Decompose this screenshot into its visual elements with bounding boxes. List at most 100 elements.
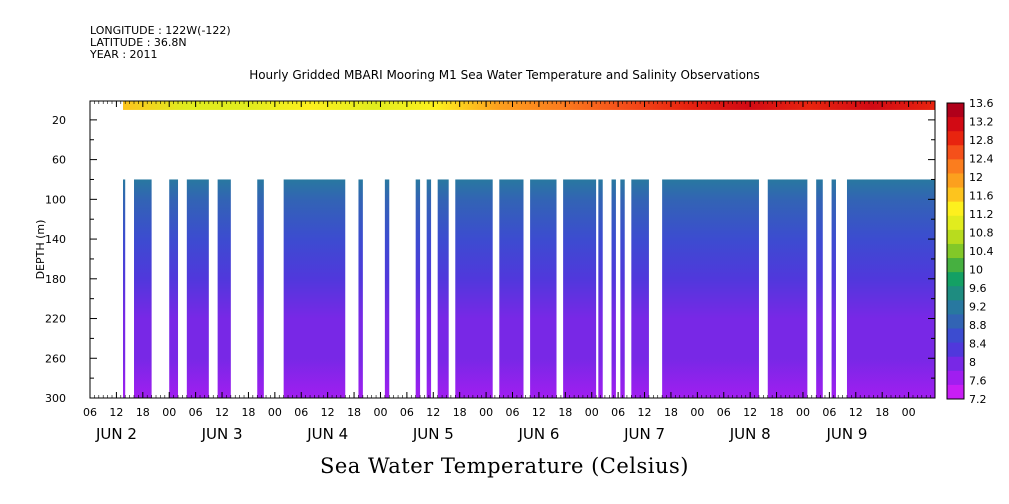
colorbar-label: 12.4 [969,153,994,166]
x-tick-label: 12 [849,406,863,419]
x-tick-label: 12 [638,406,652,419]
x-tick-label: 00 [690,406,704,419]
x-tick-label: 06 [400,406,414,419]
deep-temperature-segment [169,179,179,398]
x-tick-label: 00 [373,406,387,419]
colorbar-label: 13.6 [969,97,994,110]
colorbar-swatch [947,229,964,245]
colorbar-swatch [947,356,964,372]
colorbar: 13.6 13.2 12.8 12.4 12 11.6 11.2 10.8 10.4 10 9.6 9… [946,97,994,406]
axes: 20 60 100 140 180 220 260 300 DEPTH (m) 06 12 18 00 0… [34,100,936,443]
x-tick-label: 00 [902,406,916,419]
colorbar-label: 7.2 [969,393,987,406]
deep-temperature-segment [217,179,231,398]
x-tick-label: 00 [585,406,599,419]
deep-temperature-segment [283,179,346,398]
deep-temperature-segment [134,179,152,398]
y-tick-label: 180 [45,273,66,286]
x-tick-label: 06 [189,406,203,419]
x-tick-label: 18 [664,406,678,419]
y-axis-label: DEPTH (m) [34,220,47,280]
x-axis-title: Sea Water Temperature (Celsius) [319,454,689,478]
x-day-label: JUN 7 [623,425,665,443]
y-tick-label: 260 [45,352,66,365]
colorbar-swatch [947,328,964,344]
longitude-label: LONGITUDE : 122W(-122) [90,24,231,37]
colorbar-swatch [947,314,964,330]
deep-temperature-segment [123,179,126,398]
x-tick-label: 06 [83,406,97,419]
deep-temperature-segment [455,179,493,398]
x-day-label: JUN 5 [412,425,454,443]
y-tick-label: 100 [45,193,66,206]
colorbar-label: 10.4 [969,245,994,258]
x-tick-label: 12 [215,406,229,419]
colorbar-swatch [947,215,964,231]
x-tick-label: 18 [875,406,889,419]
deep-temperature-segment [611,179,616,398]
year-label: YEAR : 2011 [90,48,158,61]
deep-temperature-segment [415,179,421,398]
x-tick-label: 00 [796,406,810,419]
deep-temperature-segment [598,179,603,398]
y-tick-label: 220 [45,313,66,326]
colorbar-label: 8 [969,356,976,369]
x-tick-label: 00 [268,406,282,419]
deep-temperature-segment [384,179,390,398]
deep-temperature-segment [257,179,264,398]
colorbar-swatch [947,117,964,132]
deep-temperature-segment [530,179,557,398]
colorbar-label: 11.6 [969,190,994,203]
colorbar-swatch [947,201,964,217]
colorbar-label: 7.6 [969,375,987,388]
x-tick-label: 12 [743,406,757,419]
x-tick-label: 06 [611,406,625,419]
colorbar-swatch [947,187,964,203]
y-tick-label: 60 [52,154,66,167]
x-day-label: JUN 8 [729,425,771,443]
x-tick-label: 12 [109,406,123,419]
colorbar-label: 9.2 [969,301,987,314]
colorbar-swatch [947,258,964,273]
x-tick-label: 18 [453,406,467,419]
deep-temperature-segment [186,179,209,398]
deep-temperature-segment [831,179,836,398]
colorbar-swatch [947,300,964,315]
deep-temperature-segment [499,179,524,398]
surface-temperature-band [123,101,935,110]
x-tick-label: 12 [321,406,335,419]
deep-temperature-segment [563,179,597,398]
x-tick-label: 12 [426,406,440,419]
plot-area [123,101,935,398]
x-day-label: JUN 2 [95,425,137,443]
deep-temperature-segment [816,179,823,398]
x-tick-label: 18 [558,406,572,419]
colorbar-label: 11.2 [969,208,994,221]
x-tick-label: 00 [479,406,493,419]
y-tick-label: 20 [52,114,66,127]
deep-temperature-segment [426,179,432,398]
deep-temperature-segment [437,179,449,398]
colorbar-label: 13.2 [969,116,994,129]
colorbar-label: 8.4 [969,338,987,351]
x-tick-label: 18 [241,406,255,419]
x-tick-label: 06 [717,406,731,419]
colorbar-swatch [947,286,964,301]
x-tick-label: 06 [822,406,836,419]
colorbar-swatch [947,131,964,146]
deep-temperature-segment [662,179,759,398]
latitude-label: LATITUDE : 36.8N [90,36,187,49]
x-day-label: JUN 4 [306,425,348,443]
colorbar-swatch [947,173,964,189]
x-tick-label: 18 [136,406,150,419]
deep-temperature-segment [358,179,363,398]
colorbar-swatch [947,342,964,358]
deep-temperature-segment [631,179,649,398]
colorbar-frame [946,102,965,400]
deep-temperature-segment [846,179,935,398]
colorbar-swatch [947,384,964,400]
x-tick-label: 18 [770,406,784,419]
x-day-label: JUN 3 [201,425,243,443]
colorbar-label: 9.6 [969,282,987,295]
